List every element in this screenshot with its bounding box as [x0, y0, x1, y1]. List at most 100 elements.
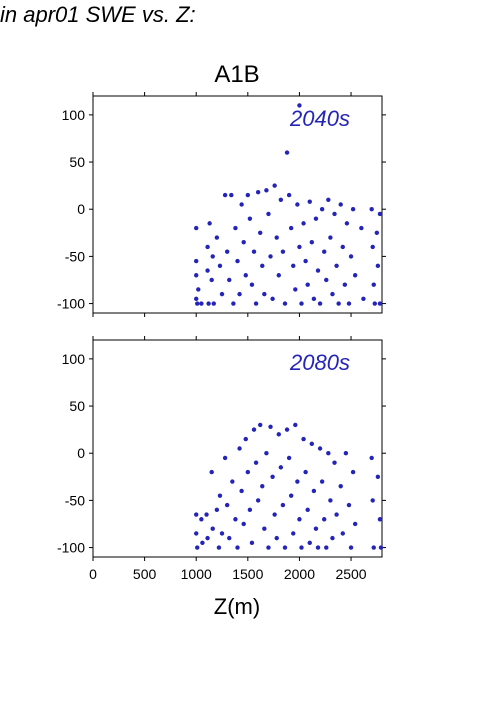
data-point: [230, 479, 235, 484]
data-point: [194, 512, 199, 517]
y-tick-label: -50: [65, 492, 85, 508]
data-point: [332, 460, 337, 465]
data-point: [301, 221, 306, 226]
y-tick-label: 0: [77, 445, 85, 461]
data-point: [237, 446, 242, 451]
data-point: [371, 282, 376, 287]
data-point: [199, 301, 204, 306]
data-point: [305, 282, 310, 287]
data-point: [372, 301, 377, 306]
data-point: [251, 249, 257, 254]
data-point: [194, 273, 199, 278]
data-point: [227, 277, 232, 283]
data-point: [241, 240, 246, 245]
data-point: [243, 436, 248, 442]
data-point: [205, 268, 210, 273]
x-tick-label: 500: [133, 566, 157, 582]
data-point: [249, 282, 255, 287]
data-point: [194, 531, 199, 536]
data-point: [241, 521, 246, 527]
panel-1: -100 -50 0 50 100 2040s: [57, 92, 386, 317]
data-point: [195, 545, 200, 550]
data-point: [315, 545, 321, 550]
data-point: [227, 535, 232, 541]
data-point: [352, 521, 358, 527]
data-point: [307, 199, 312, 204]
data-point: [332, 211, 337, 217]
y-tick-label: -100: [57, 540, 85, 556]
data-point: [217, 493, 223, 498]
data-point: [297, 103, 302, 108]
panel-label: 2080s: [289, 350, 350, 375]
data-point: [369, 455, 374, 461]
data-point: [253, 460, 259, 465]
data-point: [344, 221, 350, 226]
data-point: [272, 183, 277, 188]
data-point: [324, 277, 329, 283]
data-point: [378, 545, 384, 550]
data-point: [342, 282, 348, 287]
data-point: [328, 235, 333, 240]
data-point: [222, 192, 228, 198]
data-point: [216, 545, 222, 550]
data-point: [199, 517, 204, 522]
data-point: [207, 221, 212, 226]
data-point: [359, 225, 364, 231]
data-point: [195, 301, 200, 306]
data-point: [319, 479, 325, 484]
data-point: [293, 287, 298, 292]
plot-frame: [92, 339, 383, 558]
x-axis-label: Z(m): [214, 594, 260, 619]
data-point: [278, 197, 284, 202]
data-point: [297, 244, 302, 250]
x-tick-label: 2000: [284, 566, 315, 582]
data-point: [233, 517, 238, 522]
data-point: [251, 427, 257, 432]
data-point: [260, 263, 265, 269]
data-point: [338, 202, 343, 207]
data-point: [266, 545, 271, 550]
y-tick-label: 0: [77, 201, 85, 217]
data-point: [210, 526, 215, 531]
data-point: [322, 249, 327, 254]
data-point: [247, 507, 253, 513]
data-point: [276, 432, 281, 437]
data-point: [245, 469, 251, 475]
data-point: [350, 469, 356, 475]
data-point: [260, 484, 265, 489]
data-point: [276, 273, 281, 278]
data-point: [326, 197, 331, 202]
data-point: [270, 474, 275, 480]
data-point: [370, 498, 375, 503]
data-point: [299, 301, 304, 306]
data-point: [280, 502, 286, 508]
data-point: [343, 451, 349, 456]
y-tick-label: 50: [69, 154, 85, 170]
data-point: [336, 301, 341, 306]
data-point: [286, 455, 292, 461]
data-point: [224, 502, 230, 508]
data-point: [346, 301, 352, 306]
data-point: [313, 216, 319, 221]
x-tick-label: 0: [89, 566, 97, 582]
data-point: [350, 207, 356, 212]
data-point: [205, 244, 210, 250]
data-point: [288, 225, 294, 231]
data-point: [319, 207, 325, 212]
data-point: [200, 540, 205, 546]
data-point: [235, 258, 240, 264]
y-tick-label: -50: [65, 248, 85, 264]
data-point: [286, 192, 292, 198]
data-point: [268, 254, 273, 259]
data-point: [237, 291, 242, 297]
x-tick-label: 1000: [181, 566, 212, 582]
y-tick-label: -100: [57, 296, 85, 312]
data-point: [305, 507, 310, 513]
data-point: [255, 190, 261, 195]
data-point: [293, 422, 298, 428]
data-point: [303, 469, 308, 475]
data-point: [219, 291, 225, 297]
data-point: [247, 216, 253, 221]
